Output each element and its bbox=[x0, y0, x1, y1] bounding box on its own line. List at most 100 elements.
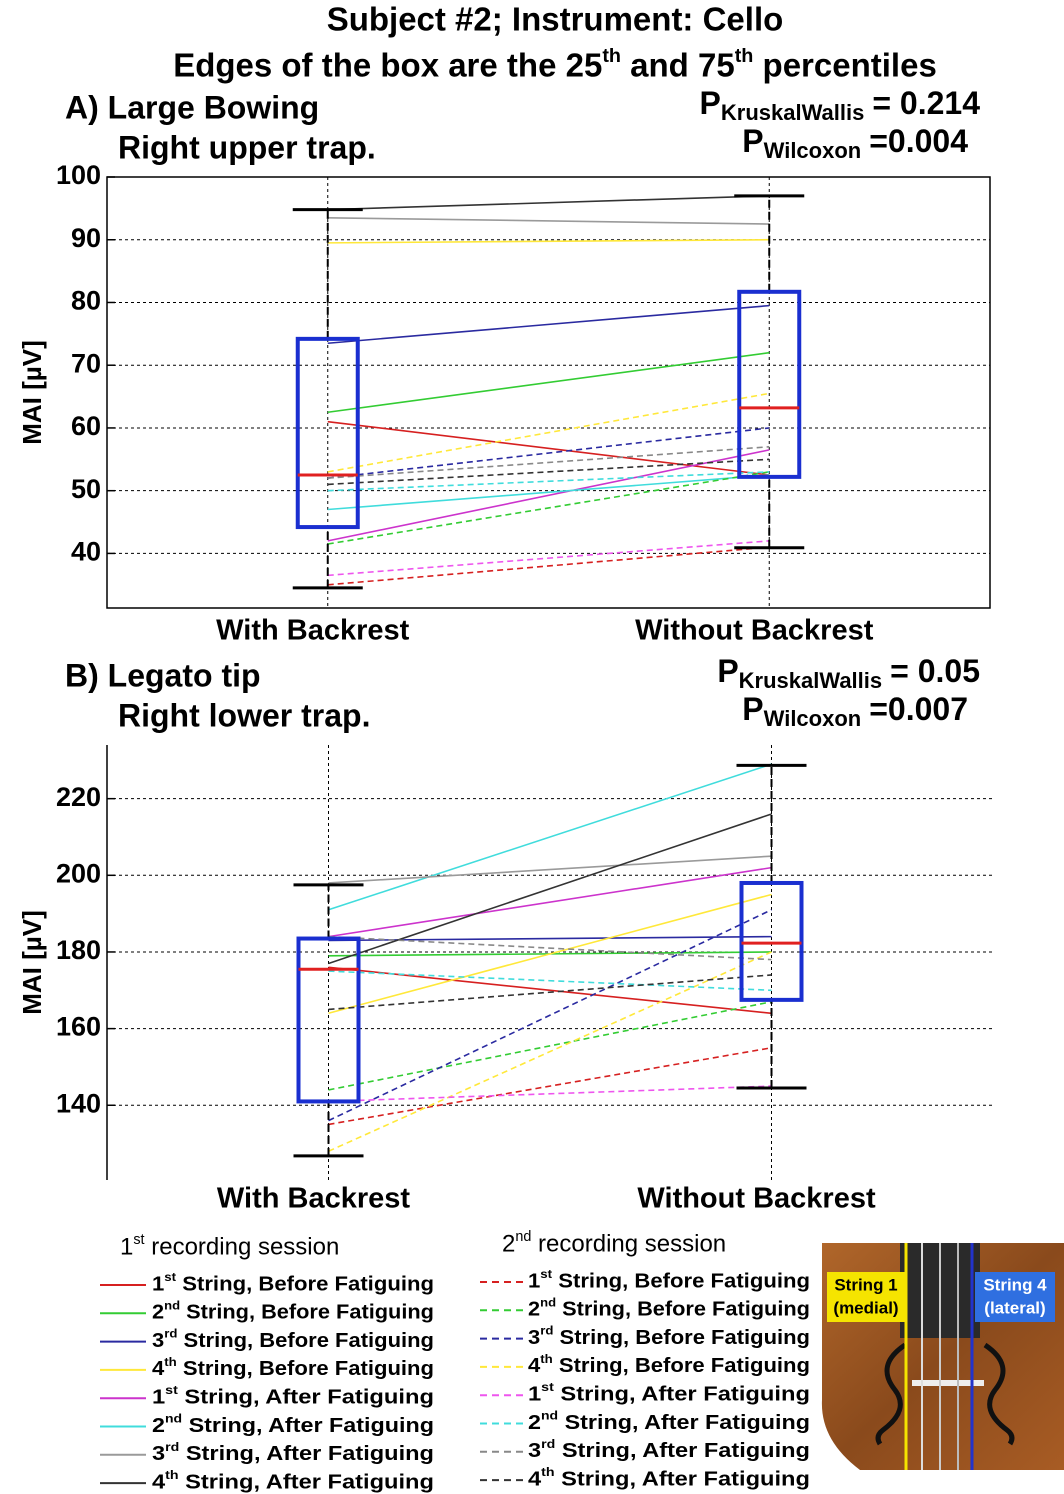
x-tick-label: With Backrest bbox=[217, 1183, 410, 1215]
x-tick-label: Without Backrest bbox=[635, 615, 874, 647]
legend-title: 1st recording session bbox=[120, 1232, 339, 1261]
stat: PKruskalWallis = 0.05 bbox=[717, 653, 980, 692]
subject-line bbox=[327, 351, 770, 414]
y-tick-label: 160 bbox=[56, 1012, 101, 1042]
subject-line bbox=[328, 935, 772, 961]
stat-subscript: KruskalWallis bbox=[739, 668, 882, 693]
subtitle: Edges of the box are the 25th and 75th p… bbox=[173, 45, 937, 83]
legend-label: 2nd String, Before Fatiguing bbox=[528, 1295, 810, 1320]
subject-line bbox=[327, 304, 770, 345]
stat-symbol: P bbox=[742, 123, 763, 159]
stat-subscript: KruskalWallis bbox=[721, 100, 864, 125]
subject-line bbox=[327, 216, 770, 225]
subject-line bbox=[328, 970, 772, 992]
stat: PWilcoxon =0.004 bbox=[742, 123, 968, 162]
y-tick-label: 70 bbox=[71, 348, 101, 378]
stat: PWilcoxon =0.007 bbox=[742, 691, 968, 730]
subject-line bbox=[327, 392, 770, 473]
subject-line bbox=[328, 813, 772, 965]
y-tick-label: 60 bbox=[71, 411, 101, 441]
legend-label: 4th String, Before Fatiguing bbox=[528, 1352, 810, 1377]
stat: PKruskalWallis = 0.214 bbox=[700, 85, 981, 124]
legend-title: 2nd recording session bbox=[502, 1229, 726, 1258]
subject-line bbox=[327, 238, 770, 244]
legend-label: 3rd String, Before Fatiguing bbox=[528, 1324, 810, 1349]
subject-line bbox=[328, 763, 772, 911]
plot-frame bbox=[106, 176, 991, 609]
y-tick-label: 200 bbox=[56, 858, 101, 888]
stat-symbol: P bbox=[742, 691, 763, 727]
subject-line bbox=[328, 1085, 772, 1103]
title: Subject #2; Instrument: Cello bbox=[327, 1, 784, 38]
panel-title: B) Legato tip bbox=[65, 657, 261, 693]
panel-subtitle: Right lower trap. bbox=[118, 697, 370, 733]
subject-line bbox=[328, 1000, 772, 1091]
legend-label: 4th String, Before Fatiguing bbox=[152, 1355, 434, 1380]
box bbox=[737, 289, 802, 479]
subject-line bbox=[328, 909, 772, 1122]
image-label: (medial) bbox=[833, 1298, 898, 1317]
subject-line bbox=[328, 855, 772, 884]
subject-line bbox=[327, 471, 770, 545]
box bbox=[295, 336, 360, 530]
image-label: String 4 bbox=[983, 1275, 1047, 1294]
y-tick-label: 100 bbox=[56, 160, 101, 190]
stat-value: =0.007 bbox=[869, 691, 968, 727]
subject-line bbox=[328, 893, 772, 1015]
subject-line bbox=[327, 449, 770, 542]
subject-line bbox=[328, 866, 772, 938]
y-axis-label: MAI [µV] bbox=[17, 340, 47, 445]
y-tick-label: 50 bbox=[71, 474, 101, 504]
image-label: (lateral) bbox=[984, 1298, 1045, 1317]
instrument-image bbox=[821, 1243, 1064, 1470]
box bbox=[739, 880, 804, 1002]
subject-line bbox=[328, 966, 772, 1015]
subject-line bbox=[327, 427, 770, 479]
legend-label: 1st String, Before Fatiguing bbox=[528, 1267, 810, 1292]
subject-line bbox=[327, 195, 770, 211]
subject-line bbox=[328, 974, 772, 1011]
y-tick-label: 220 bbox=[56, 782, 101, 812]
y-axis-label: MAI [µV] bbox=[17, 910, 47, 1015]
box bbox=[296, 936, 361, 1104]
subject-line bbox=[327, 540, 770, 577]
subject-line bbox=[328, 1046, 772, 1126]
y-tick-label: 90 bbox=[71, 223, 101, 253]
legend-label: 3rd String, Before Fatiguing bbox=[152, 1327, 434, 1352]
stat-symbol: P bbox=[717, 653, 738, 689]
legend-label: 2nd String, Before Fatiguing bbox=[152, 1298, 434, 1323]
subject-line bbox=[327, 420, 770, 476]
subject-line bbox=[327, 445, 770, 479]
x-tick-label: With Backrest bbox=[216, 615, 409, 647]
x-tick-label: Without Backrest bbox=[637, 1183, 876, 1215]
legend-label: 1st String, Before Fatiguing bbox=[152, 1270, 434, 1295]
y-tick-label: 180 bbox=[56, 935, 101, 965]
subject-line bbox=[327, 546, 770, 586]
subject-line bbox=[327, 474, 770, 511]
stat-subscript: Wilcoxon bbox=[764, 138, 862, 163]
y-tick-label: 140 bbox=[56, 1088, 101, 1118]
y-tick-label: 80 bbox=[71, 286, 101, 316]
stat-value: =0.004 bbox=[869, 123, 968, 159]
subject-line bbox=[328, 951, 772, 1152]
image-label: String 1 bbox=[834, 1275, 897, 1294]
panel-title: A) Large Bowing bbox=[65, 89, 319, 125]
stat-value: = 0.214 bbox=[872, 85, 980, 121]
stat-subscript: Wilcoxon bbox=[764, 706, 862, 731]
subject-line bbox=[327, 471, 770, 492]
stat-symbol: P bbox=[700, 85, 721, 121]
stat-value: = 0.05 bbox=[890, 653, 980, 689]
y-tick-label: 40 bbox=[71, 537, 101, 567]
panel-subtitle: Right upper trap. bbox=[118, 129, 376, 165]
subject-line bbox=[328, 935, 772, 942]
subject-line bbox=[327, 458, 770, 486]
